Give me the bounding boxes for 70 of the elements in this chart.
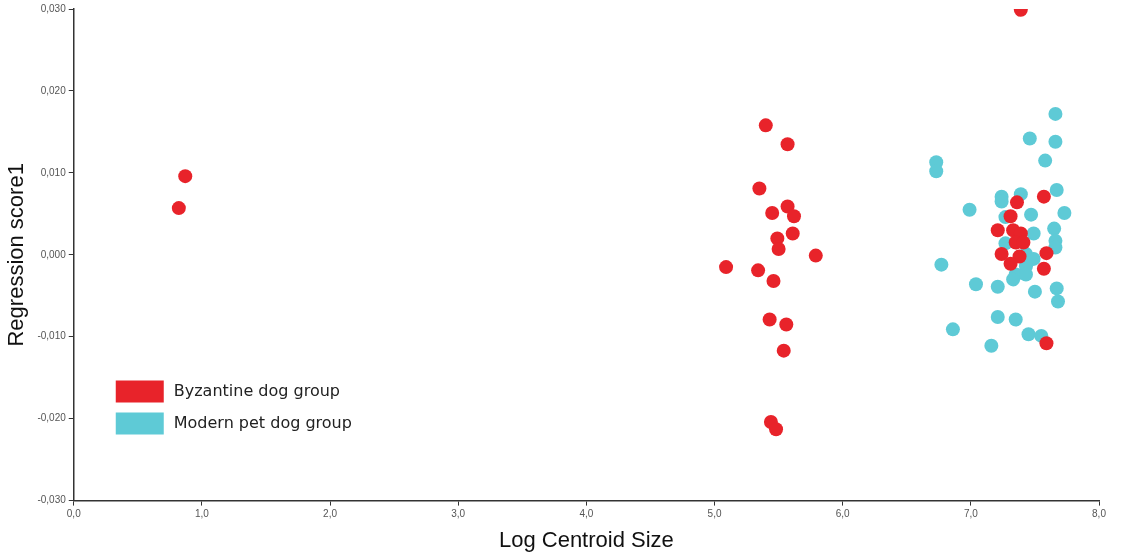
x-tick-label: 8,0 <box>1092 508 1107 520</box>
point <box>1022 131 1037 146</box>
point <box>752 181 767 196</box>
point <box>771 242 786 257</box>
y-tick-label: 0,010 <box>40 166 67 178</box>
point <box>762 312 777 327</box>
point <box>1057 206 1072 221</box>
point <box>1049 281 1064 296</box>
point <box>1008 312 1023 327</box>
point <box>1003 256 1018 271</box>
y-tick-label: 0,030 <box>40 2 67 14</box>
y-tick-label: 0,020 <box>40 84 67 96</box>
x-tick-label: 1,0 <box>194 508 210 520</box>
x-tick-label: 3,0 <box>451 508 466 520</box>
legend-label: Modern pet dog group <box>173 412 352 432</box>
point <box>1026 226 1041 241</box>
point <box>766 274 781 289</box>
point <box>1006 272 1021 287</box>
point <box>1009 195 1024 210</box>
point <box>934 257 949 272</box>
point <box>758 118 773 133</box>
point <box>1021 327 1036 342</box>
point <box>984 338 999 353</box>
y-tick-label: -0,020 <box>37 412 67 424</box>
point <box>990 310 1005 325</box>
point <box>945 322 960 337</box>
legend-label: Byzantine dog group <box>173 380 340 400</box>
point <box>751 263 766 278</box>
point <box>1038 153 1053 168</box>
y-axis-title: Regression score1 <box>3 163 29 347</box>
x-tick-label: 4,0 <box>579 508 594 520</box>
point <box>990 279 1005 294</box>
point <box>1036 189 1051 204</box>
point <box>769 422 784 437</box>
point <box>1036 261 1051 276</box>
point <box>780 199 795 214</box>
x-axis-title: Log Centroid Size <box>498 526 674 552</box>
point <box>1027 284 1042 299</box>
point <box>780 137 795 152</box>
point <box>962 202 977 217</box>
point <box>1047 221 1062 236</box>
point <box>990 223 1005 238</box>
point <box>1003 209 1018 224</box>
x-tick-label: 0,0 <box>66 508 82 520</box>
point <box>929 164 944 179</box>
point <box>994 246 1009 261</box>
x-tick-label: 7,0 <box>963 508 979 520</box>
point <box>1049 183 1064 198</box>
point <box>785 226 800 241</box>
point <box>786 209 801 224</box>
point <box>968 277 983 292</box>
point <box>1048 106 1063 121</box>
point <box>1048 134 1063 149</box>
point <box>776 343 791 358</box>
point <box>1050 294 1065 309</box>
point <box>808 248 823 263</box>
y-tick-label: -0,010 <box>37 330 67 342</box>
x-tick-label: 6,0 <box>835 508 851 520</box>
point <box>1039 246 1054 261</box>
point <box>1039 336 1054 351</box>
point <box>178 169 193 184</box>
point <box>779 317 794 332</box>
point <box>171 201 186 216</box>
x-tick-label: 5,0 <box>707 508 722 520</box>
point <box>719 260 734 275</box>
y-tick-label: -0,030 <box>37 494 67 506</box>
y-tick-label: 0,000 <box>40 248 67 260</box>
x-tick-label: 2,0 <box>323 508 338 520</box>
point <box>1024 207 1039 222</box>
point <box>765 206 780 221</box>
